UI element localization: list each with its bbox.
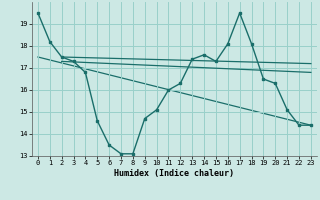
X-axis label: Humidex (Indice chaleur): Humidex (Indice chaleur) — [115, 169, 234, 178]
